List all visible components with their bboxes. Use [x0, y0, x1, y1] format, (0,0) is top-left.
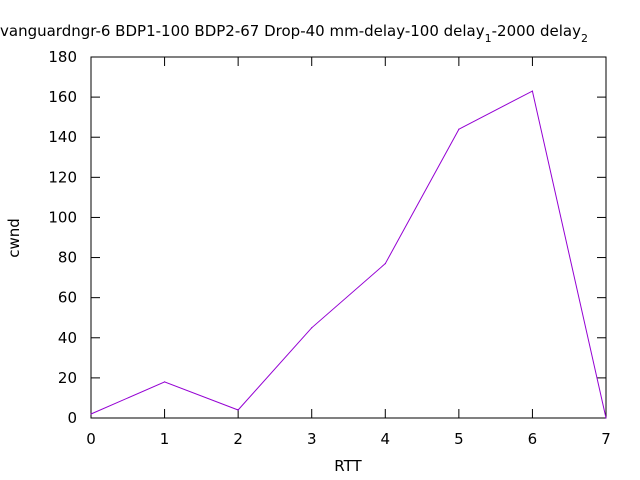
x-tick-label: 3 — [307, 430, 317, 448]
y-axis-title: cwnd — [5, 218, 23, 258]
chart-title-sub2: 2 — [581, 32, 588, 45]
x-tick-label: 2 — [233, 430, 243, 448]
y-tick-label: 180 — [48, 48, 77, 66]
data-point — [90, 413, 92, 415]
y-tick-label: 60 — [58, 289, 77, 307]
x-tick-label: 0 — [86, 430, 96, 448]
y-tick-label: 80 — [58, 249, 77, 267]
y-tick-label: 160 — [48, 88, 77, 106]
chart-title-mid: -2000 delay — [492, 22, 581, 40]
x-axis-title: RTT — [334, 457, 362, 475]
x-tick-label: 1 — [160, 430, 170, 448]
x-tick-label: 4 — [381, 430, 391, 448]
y-axis: 0 20 40 60 80 100 120 140 160 180 — [48, 48, 606, 427]
data-point — [531, 90, 534, 92]
data-point — [605, 417, 607, 419]
y-tick-label: 120 — [48, 168, 77, 186]
chart-title: vanguardngr-6 BDP1-100 BDP2-67 Drop-40 m… — [0, 22, 588, 45]
x-axis: 0 1 2 3 4 5 6 7 — [86, 57, 611, 448]
data-point — [237, 409, 239, 411]
data-point — [458, 128, 460, 130]
x-tick-label: 7 — [601, 430, 611, 448]
y-tick-label: 40 — [58, 329, 77, 347]
y-tick-label: 20 — [58, 369, 77, 387]
y-tick-label: 140 — [48, 128, 77, 146]
series-line — [90, 90, 607, 419]
x-tick-label: 5 — [454, 430, 464, 448]
y-tick-label: 0 — [67, 409, 77, 427]
x-tick-label: 6 — [528, 430, 538, 448]
data-point — [384, 262, 386, 265]
plot-frame — [90, 56, 607, 419]
series-layer — [90, 90, 607, 419]
chart-title-main: vanguardngr-6 BDP1-100 BDP2-67 Drop-40 m… — [0, 22, 485, 40]
data-point — [163, 381, 166, 383]
chart-title-sub1: 1 — [485, 32, 492, 45]
data-point — [311, 327, 313, 329]
y-tick-label: 100 — [48, 208, 77, 226]
